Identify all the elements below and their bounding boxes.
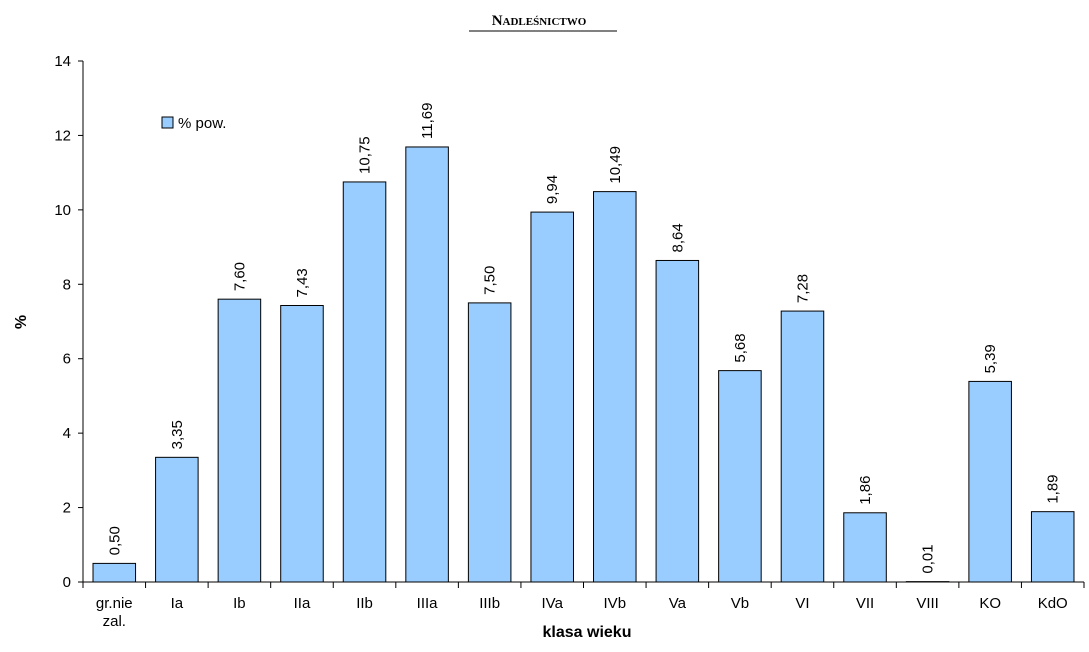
data-label: 0,50	[106, 526, 123, 555]
x-axis-label: klasa wieku	[543, 624, 632, 641]
y-tick-label: 8	[63, 276, 71, 293]
y-tick-label: 12	[54, 127, 71, 144]
bar	[844, 513, 887, 582]
x-tick-label: IIIb	[479, 595, 500, 612]
bar	[406, 147, 449, 582]
y-tick-label: 0	[63, 574, 71, 591]
data-label: 11,69	[419, 103, 436, 139]
bar	[93, 563, 136, 582]
bar	[594, 192, 637, 582]
x-tick-label: Va	[669, 595, 687, 612]
bar	[781, 311, 824, 582]
x-tick-label: KdO	[1038, 595, 1068, 612]
x-tick-label: IVa	[542, 595, 564, 612]
y-tick-label: 14	[54, 53, 71, 70]
x-tick-label: Ia	[171, 595, 184, 612]
chart-title: Nadleśnictwo	[492, 13, 587, 29]
bars-group	[93, 147, 1074, 582]
data-label: 1,89	[1045, 474, 1062, 503]
y-tick-label: 2	[63, 500, 71, 517]
data-label: 7,50	[482, 266, 499, 295]
x-tick-label: Ib	[233, 595, 246, 612]
bar	[218, 299, 261, 582]
x-tick-label: KO	[979, 595, 1001, 612]
x-tick-label: IVb	[604, 595, 627, 612]
bar	[343, 182, 386, 582]
x-tick-label: VIII	[916, 595, 939, 612]
x-tick-label: IIa	[294, 595, 311, 612]
data-label: 5,68	[732, 333, 749, 362]
data-label: 0,01	[920, 544, 937, 573]
bar	[156, 457, 199, 582]
bar	[281, 305, 324, 582]
x-tick-label: VI	[795, 595, 809, 612]
data-label: 7,60	[231, 262, 248, 291]
legend-swatch	[162, 117, 173, 128]
x-tick-label: VII	[856, 595, 874, 612]
data-label: 7,28	[794, 274, 811, 303]
x-tick-label: IIIa	[417, 595, 439, 612]
data-label: 10,75	[357, 136, 374, 174]
legend: % pow.	[162, 115, 226, 132]
data-label: 7,43	[294, 268, 311, 297]
data-label: 5,39	[982, 344, 999, 373]
legend-label: % pow.	[178, 115, 226, 132]
bar	[1031, 512, 1074, 582]
y-axis-label: %	[13, 315, 30, 329]
data-label: 9,94	[544, 175, 561, 204]
data-label: 1,86	[857, 476, 874, 505]
data-label: 8,64	[669, 223, 686, 252]
y-axis-ticks: 0 2 4 6 8 10 12 14	[54, 53, 83, 591]
x-tick-label: Vb	[731, 595, 749, 612]
bar	[719, 371, 762, 582]
bar	[969, 381, 1012, 582]
data-label: 10,49	[607, 146, 624, 184]
bar	[468, 303, 511, 582]
y-tick-label: 4	[63, 425, 71, 442]
x-tick-label: IIb	[356, 595, 373, 612]
data-label: 3,35	[169, 420, 186, 449]
bar	[656, 260, 699, 582]
bar	[531, 212, 574, 582]
y-tick-label: 10	[54, 202, 71, 219]
y-tick-label: 6	[63, 351, 71, 368]
